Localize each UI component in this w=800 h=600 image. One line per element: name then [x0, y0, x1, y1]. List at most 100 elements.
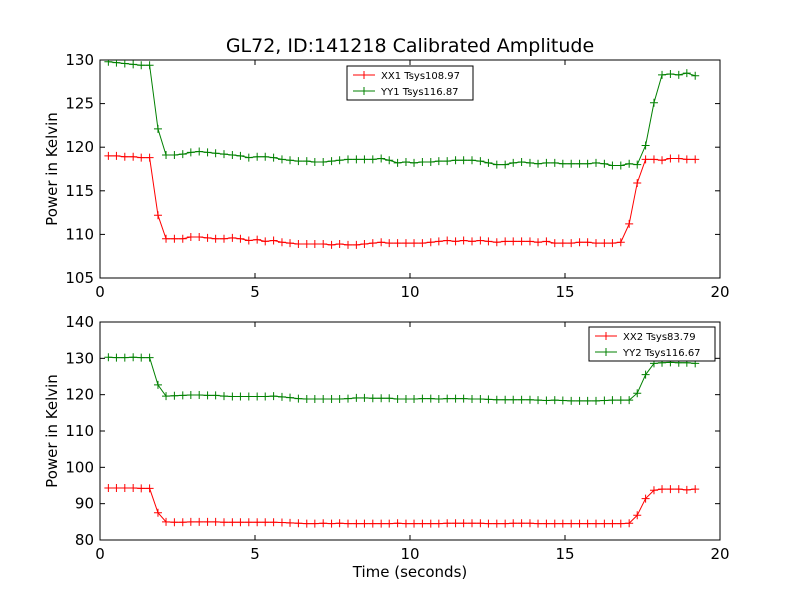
- data-point: [253, 518, 262, 527]
- data-point: [534, 238, 543, 247]
- data-point: [501, 395, 510, 404]
- data-point: [261, 152, 270, 161]
- data-point: [310, 519, 319, 528]
- data-point: [145, 484, 154, 493]
- data-point: [120, 484, 129, 493]
- data-point: [360, 519, 369, 528]
- data-point: [228, 151, 237, 160]
- legend-marker: [360, 71, 368, 79]
- data-point: [269, 153, 278, 162]
- y-tick-label: 110: [65, 225, 94, 243]
- data-point: [104, 151, 113, 160]
- data-point: [426, 519, 435, 528]
- data-point: [228, 518, 237, 527]
- data-point: [592, 158, 600, 167]
- data-point: [129, 60, 138, 69]
- data-point: [567, 159, 576, 168]
- data-point: [236, 392, 245, 401]
- data-point: [674, 154, 683, 163]
- data-point: [352, 240, 361, 249]
- data-point: [550, 396, 559, 405]
- data-point: [203, 233, 212, 242]
- data-point: [244, 392, 253, 401]
- data-point: [203, 517, 212, 526]
- data-point: [641, 370, 650, 379]
- data-point: [434, 237, 443, 246]
- data-point: [509, 519, 518, 528]
- data-point: [401, 239, 410, 248]
- data-point: [567, 396, 576, 405]
- data-point: [649, 486, 658, 495]
- data-point: [236, 234, 245, 243]
- data-point: [451, 156, 460, 165]
- data-point: [302, 395, 311, 404]
- data-point: [476, 157, 485, 166]
- x-tick-label: 5: [250, 283, 260, 301]
- x-tick-label: 15: [555, 545, 574, 563]
- data-point: [641, 494, 650, 503]
- data-point: [253, 235, 262, 244]
- data-point: [459, 156, 468, 165]
- data-point: [129, 152, 138, 161]
- data-point: [269, 518, 278, 527]
- data-point: [583, 238, 592, 247]
- data-point: [443, 236, 452, 245]
- data-point: [682, 69, 691, 78]
- data-point: [608, 239, 617, 248]
- data-point: [592, 519, 600, 528]
- data-point: [459, 519, 468, 528]
- data-point: [162, 234, 171, 243]
- chart-title: GL72, ID:141218 Calibrated Amplitude: [226, 35, 594, 57]
- y-tick-label: 140: [65, 313, 94, 331]
- data-point: [608, 396, 617, 405]
- data-point: [104, 484, 113, 493]
- chart-panel-2: 0 5 10 15 20 80 90 100 110 120 130 140 Power in Kelv…: [43, 313, 730, 581]
- data-point: [162, 517, 171, 526]
- data-point: [286, 518, 295, 527]
- data-point: [492, 519, 501, 528]
- data-point: [625, 519, 634, 528]
- data-point: [542, 396, 551, 405]
- data-point: [310, 395, 319, 404]
- data-point: [162, 151, 171, 160]
- data-point: [468, 156, 476, 165]
- legend-box: [346, 65, 474, 101]
- data-point: [145, 153, 154, 162]
- data-point: [492, 395, 501, 404]
- data-point: [633, 389, 642, 398]
- data-point: [525, 237, 534, 246]
- data-point: [567, 519, 576, 528]
- data-point: [434, 157, 443, 166]
- data-point: [253, 152, 262, 161]
- data-point: [410, 519, 419, 528]
- data-point: [104, 60, 113, 66]
- data-point: [592, 396, 600, 405]
- data-point: [277, 518, 286, 527]
- data-point: [476, 519, 485, 528]
- data-point: [327, 395, 336, 404]
- data-point: [451, 519, 460, 528]
- data-point: [674, 485, 683, 494]
- data-point: [360, 393, 369, 402]
- data-point: [583, 519, 592, 528]
- data-point: [434, 395, 443, 404]
- data-point: [691, 155, 700, 164]
- data-point: [319, 395, 328, 404]
- data-point: [385, 239, 394, 248]
- series-1: [104, 484, 700, 528]
- data-point: [542, 158, 551, 167]
- data-point: [104, 353, 113, 362]
- legend-marker: [602, 332, 610, 340]
- data-point: [525, 158, 534, 167]
- data-point: [600, 239, 609, 248]
- data-point: [368, 239, 377, 248]
- data-point: [534, 159, 543, 168]
- data-point: [327, 519, 336, 528]
- data-point: [170, 391, 179, 400]
- data-point: [294, 519, 303, 528]
- data-point: [120, 152, 129, 161]
- data-point: [286, 239, 295, 248]
- data-point: [244, 236, 253, 245]
- data-point: [236, 151, 245, 160]
